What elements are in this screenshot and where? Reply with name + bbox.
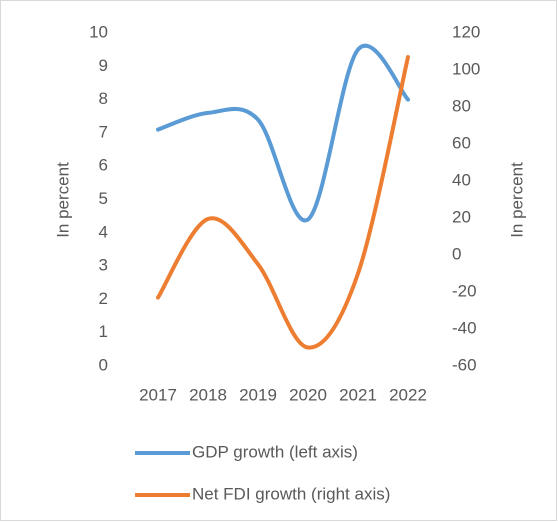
y2-axis-label: In percent <box>507 162 526 238</box>
x-tick-label: 2022 <box>389 385 427 404</box>
y2-tick-label: 100 <box>452 59 480 78</box>
y-tick-label: 1 <box>99 322 108 341</box>
y2-tick-label: 60 <box>452 133 471 152</box>
y-tick-label: 7 <box>99 122 108 141</box>
y-tick-label: 4 <box>99 222 108 241</box>
y-tick-label: 9 <box>99 56 108 75</box>
y-tick-label: 2 <box>99 289 108 308</box>
y2-tick-label: -20 <box>452 281 477 300</box>
series-line <box>156 44 410 223</box>
y-tick-label: 6 <box>99 156 108 175</box>
x-tick-label: 2017 <box>139 385 177 404</box>
y2-tick-label: 20 <box>452 207 471 226</box>
x-tick-label: 2020 <box>289 385 327 404</box>
y-axis-label: In percent <box>53 162 72 238</box>
y-tick-label: 3 <box>99 256 108 275</box>
y2-tick-label: -60 <box>452 355 477 374</box>
y-tick-label: 5 <box>99 189 108 208</box>
y2-tick-label: 0 <box>452 244 461 263</box>
y-tick-label: 0 <box>99 355 108 374</box>
legend-label: GDP growth (left axis) <box>192 442 358 461</box>
x-tick-label: 2019 <box>239 385 277 404</box>
y2-tick-label: 120 <box>452 22 480 41</box>
legend-label: Net FDI growth (right axis) <box>192 484 390 503</box>
series-line <box>156 55 410 350</box>
x-tick-label: 2018 <box>189 385 227 404</box>
y-tick-label: 8 <box>99 89 108 108</box>
y2-tick-label: -40 <box>452 318 477 337</box>
y2-tick-label: 40 <box>452 170 471 189</box>
y-tick-label: 10 <box>89 22 108 41</box>
x-tick-label: 2021 <box>339 385 377 404</box>
y2-tick-label: 80 <box>452 96 471 115</box>
